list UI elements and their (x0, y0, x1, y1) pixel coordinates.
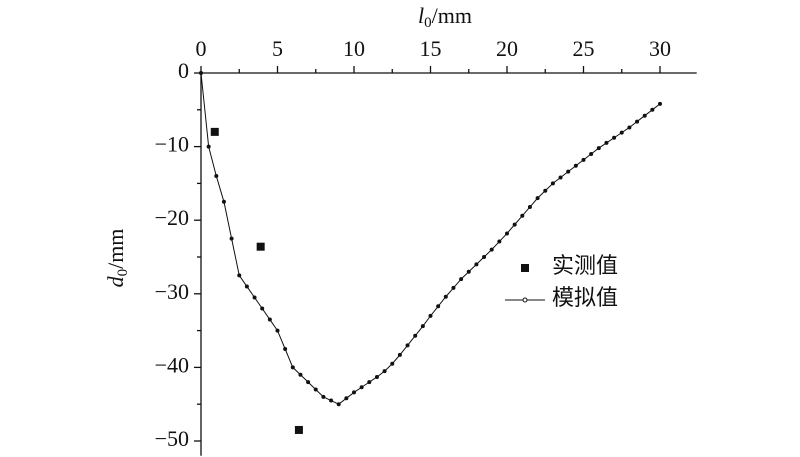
legend-label: 实测值 (552, 253, 618, 278)
legend-label: 模拟值 (552, 285, 618, 310)
data-point (497, 239, 502, 244)
y-axis-label: d0/mm (103, 229, 131, 288)
x-tick-label: 25 (573, 36, 595, 61)
data-point (635, 119, 640, 124)
data-point (612, 135, 617, 140)
data-point (589, 151, 594, 156)
data-point (329, 398, 334, 403)
data-point (527, 204, 532, 209)
data-point (290, 365, 295, 370)
y-tick-label: −10 (155, 132, 189, 157)
y-label-sub: 0 (115, 269, 131, 277)
data-point (520, 213, 525, 218)
data-point (344, 396, 349, 401)
x-label-var: l (418, 3, 424, 28)
y-label-unit: /mm (103, 229, 128, 269)
x-axis-label: l0/mm (418, 3, 472, 31)
data-point (558, 175, 563, 180)
data-point (650, 107, 655, 112)
data-point (367, 380, 372, 385)
x-tick-label: 0 (196, 36, 207, 61)
x-tick-label: 5 (272, 36, 283, 61)
data-point (627, 125, 632, 130)
legend-marker (522, 297, 528, 303)
data-point (428, 313, 433, 318)
data-point (352, 390, 356, 395)
y-tick-label: −20 (155, 205, 189, 230)
x-tick-label: 15 (420, 36, 442, 61)
y-tick-label: −30 (155, 279, 189, 304)
data-point (413, 333, 418, 338)
data-point (321, 394, 326, 399)
x-label-unit: /mm (432, 3, 472, 28)
data-point (359, 385, 364, 390)
data-point (214, 174, 219, 179)
data-point (294, 425, 303, 434)
x-tick-label: 30 (649, 36, 671, 61)
data-point (306, 380, 311, 385)
data-point (420, 324, 425, 329)
data-point (658, 101, 662, 106)
data-point (543, 188, 548, 193)
y-tick-label: −40 (155, 352, 189, 377)
data-point (336, 402, 341, 407)
data-point (252, 295, 257, 300)
data-point (298, 372, 303, 377)
data-point (466, 269, 471, 274)
x-tick-label: 20 (496, 36, 518, 61)
data-point (206, 144, 211, 149)
y-tick-label: 0 (178, 58, 189, 83)
x-tick-label: 10 (343, 36, 365, 61)
data-point (489, 247, 494, 252)
data-point (535, 196, 540, 201)
data-point (642, 113, 647, 118)
data-line (200, 72, 661, 405)
data-point (482, 255, 487, 259)
data-point (256, 242, 265, 251)
data-point (619, 130, 624, 135)
x-label-sub: 0 (424, 15, 432, 31)
y-tick-label: −50 (155, 426, 189, 451)
data-point (374, 374, 379, 379)
data-point (581, 157, 586, 162)
data-point (221, 199, 226, 204)
data-point (267, 317, 272, 322)
data-point (244, 284, 249, 289)
data-point (596, 146, 601, 151)
data-point (505, 231, 509, 236)
data-point (390, 361, 395, 366)
y-label-var: d (103, 275, 128, 287)
data-point (459, 277, 464, 282)
data-point (436, 304, 441, 309)
data-point (260, 306, 265, 311)
data-point (405, 343, 410, 348)
data-point (451, 285, 456, 290)
data-point (210, 127, 219, 136)
data-point (604, 140, 609, 145)
data-point (566, 169, 571, 174)
data-point (382, 369, 387, 374)
data-point (229, 236, 234, 241)
data-point (474, 262, 479, 267)
data-point (573, 163, 578, 168)
data-point (443, 294, 448, 299)
data-point (283, 347, 288, 351)
data-point (313, 387, 318, 392)
data-point (199, 71, 203, 75)
data-point (237, 273, 242, 278)
data-point (550, 181, 555, 186)
legend-marker (521, 264, 529, 272)
data-point (275, 328, 280, 333)
data-point (397, 352, 402, 357)
data-point (512, 222, 517, 227)
